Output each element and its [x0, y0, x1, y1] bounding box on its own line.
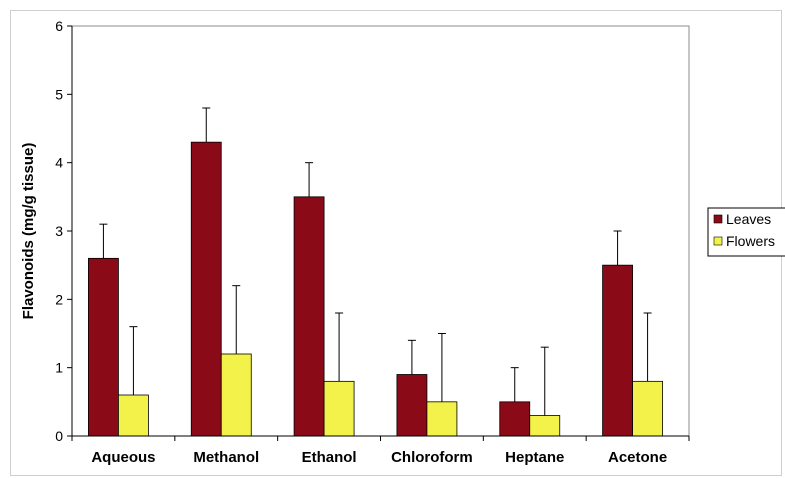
bar-leaves	[88, 257, 119, 437]
x-category-label: Acetone	[608, 449, 667, 466]
bar-leaves	[293, 196, 325, 437]
y-tick-label: 1	[55, 360, 63, 376]
bar-leaves	[396, 374, 428, 437]
x-category-label: Heptane	[505, 449, 564, 466]
y-axis: 0 1 2 3 4 5 6	[55, 18, 73, 444]
error-bars-layer	[99, 107, 652, 416]
legend-label-leaves: Leaves	[726, 211, 771, 227]
x-category-label: Ethanol	[302, 449, 357, 466]
bar-leaves	[602, 264, 633, 437]
y-tick-label: 6	[55, 18, 63, 34]
x-axis: Aqueous Methanol Ethanol Chloroform Heptane A…	[71, 435, 690, 466]
bar-flowers	[426, 401, 458, 437]
y-tick-label: 4	[55, 155, 63, 171]
bar-flowers	[220, 353, 252, 437]
legend-label-flowers: Flowers	[726, 233, 775, 249]
bar-flowers	[118, 394, 149, 437]
x-category-label: Chloroform	[391, 449, 473, 466]
y-tick-label: 0	[55, 428, 63, 444]
y-axis-title: Flavonoids (mg/g tissue)	[20, 143, 37, 320]
bar-leaves	[190, 141, 222, 437]
x-category-label: Aqueous	[91, 449, 155, 466]
bar-leaves	[499, 401, 531, 437]
bar-flowers	[529, 415, 561, 437]
y-tick-label: 3	[55, 223, 63, 239]
legend-swatch-leaves	[713, 214, 723, 224]
bar-flowers	[632, 380, 663, 437]
plot-area	[71, 25, 690, 437]
legend: Leaves Flowers	[707, 207, 785, 257]
y-tick-label: 2	[55, 291, 63, 307]
x-category-label: Methanol	[193, 449, 259, 466]
y-tick-label: 5	[55, 86, 63, 102]
bar-flowers	[323, 380, 355, 437]
legend-swatch-flowers	[713, 236, 723, 246]
